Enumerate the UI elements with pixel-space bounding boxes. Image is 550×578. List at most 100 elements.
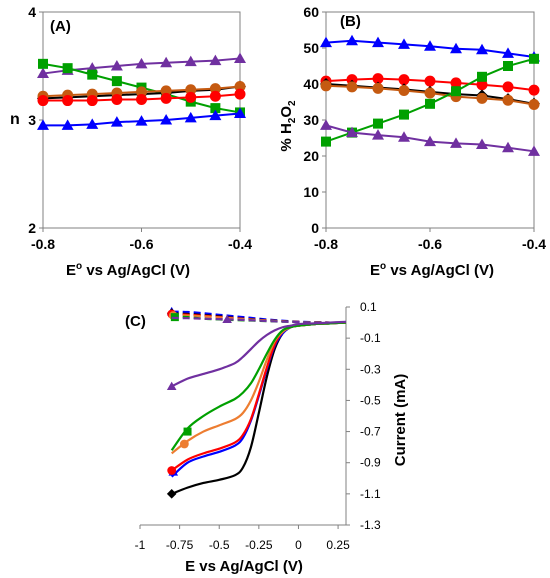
panel-c-label: (C) [125,313,146,330]
panel-c-x-axis-label: E vs Ag/AgCl (V) [185,558,303,575]
panel-a-data-point [135,115,148,126]
panel-b-data-point [528,99,540,111]
panel-a-data-point [110,116,123,127]
panel-a-data-point [62,95,74,107]
panel-a: (A) n Eo vs Ag/AgCl (V) 2 3 4 -0.8 -0.6 -0.4 [10,4,252,279]
panel-b-data-point [424,135,436,147]
panel-c-disk-marker [166,381,177,391]
panel-c-x-tick-label: 0.25 [326,538,350,552]
panel-a-x-axis-label: Eo vs Ag/AgCl (V) [66,261,190,279]
panel-a-data-point [209,83,221,95]
panel-b-data-point [372,129,384,140]
panel-b-data-point [528,84,540,96]
panel-b-data-point [451,86,461,97]
panel-a-data-point [160,56,173,68]
panel-c-ring-curve-5 [171,316,347,324]
panel-b-data-point [373,118,383,129]
panel-a-data-point [86,95,98,107]
panel-b-x-tick-label: -0.4 [522,236,546,252]
panel-a-y-tick-label: 4 [28,4,36,20]
panel-a-data-point [87,69,98,80]
panel-c-disk-marker [183,427,192,436]
panel-c-y-axis-label: Current (mA) [392,374,409,467]
panel-c-disk-curve-0 [171,321,347,495]
panel-a-data-point [135,57,148,69]
panel-b-data-point [399,109,409,120]
panel-c-x-tick-label: 0 [295,538,302,552]
panel-b-data-point [477,71,487,82]
panel-b-y-tick-label: 30 [303,112,319,128]
panel-c-disk-curve-5 [171,320,347,388]
panel-a-data-point [37,95,49,107]
panel-a-data-point [185,91,197,103]
panel-b-data-point [529,53,539,64]
panel-a-x-tick-label: -0.6 [129,236,153,252]
panel-b-y-tick-label: 0 [311,220,319,236]
panel-b-data-point [346,34,358,46]
panel-b-x-tick-label: -0.6 [418,236,442,252]
panel-a-data-point [209,90,221,102]
panel-a-data-point [184,55,197,67]
panel-a-data-point [234,88,246,100]
panel-a-x-tick-label: -0.4 [228,236,252,252]
panel-a-data-point [86,118,99,129]
panel-a-data-point [110,60,123,71]
panel-c-x-tick-label: -0.25 [245,538,273,552]
panel-a-data-point [136,93,147,105]
panel-a-data-point [37,119,49,130]
panel-b-data-point [476,43,488,55]
panel-b-data-point [424,87,436,99]
panel-c-y-tick-label: -0.3 [360,362,381,376]
panel-c-disk-marker [167,466,177,475]
panel-b-data-point [450,77,462,89]
panel-a-data-point [111,76,122,87]
panel-c-y-tick-label: -1.1 [360,487,381,501]
panel-b-data-point [398,131,410,142]
panel-c-y-tick-label: -0.1 [360,331,381,345]
panel-a-data-point [61,119,74,130]
panel-b-data-point [320,119,332,130]
panel-b-y-tick-label: 20 [303,148,319,164]
panel-b-data-point [372,82,384,94]
panel-b-y-tick-label: 40 [303,76,319,92]
panel-a-y-tick-label: 2 [28,220,36,236]
panel-a-data-point [160,85,172,97]
panel-c-disk-marker [179,439,189,449]
panel-b-data-point [398,84,410,96]
panel-b-x-tick-label: -0.8 [314,236,338,252]
panel-c-disk-curve-1 [170,321,347,478]
panel-b-data-point [346,81,358,93]
panel-b-data-point [320,80,332,92]
panel-b-data-point [528,145,540,156]
panel-c-disk-curve-4 [170,321,347,451]
panel-c-y-tick-label: -0.7 [360,425,381,439]
panel-c-disk-marker [166,489,177,499]
panel-a-y-tick-label: 3 [28,112,36,128]
panel-b-data-point [450,137,462,148]
panel-c-disk-curve-2 [171,321,347,472]
panel-b-y-axis-label: % H2O2 [278,100,298,152]
panel-b-data-point [502,47,514,58]
panel-b-data-point [398,74,410,86]
panel-c: (C) E vs Ag/AgCl (V) Current (mA) 0.1 -0.… [125,300,409,575]
panel-b-y-tick-label: 60 [303,4,319,20]
panel-b-data-point [450,42,462,54]
panel-a-data-point [209,109,222,121]
panel-b-data-point [398,38,410,49]
panel-b-data-point [476,79,488,91]
panel-b: (B) % H2O2 Eo vs Ag/AgCl (V) 0 10 20 30 40 50… [278,4,546,279]
panel-b-data-point [320,36,332,48]
panel-b-data-point [424,40,436,51]
panel-c-y-tick-label: -0.5 [360,393,381,407]
panel-b-y-tick-label: 50 [303,40,319,56]
panel-b-data-point [424,75,436,87]
panel-b-data-point [372,73,384,85]
panel-b-data-point [372,36,384,48]
panel-a-data-point [234,81,246,93]
panel-a-data-point [184,111,197,123]
panel-c-ring-marker [222,314,232,324]
panel-a-data-point [136,86,147,98]
panel-a-data-point [234,107,246,119]
panel-a-data-point [185,84,197,96]
panel-a-data-point [209,54,222,66]
